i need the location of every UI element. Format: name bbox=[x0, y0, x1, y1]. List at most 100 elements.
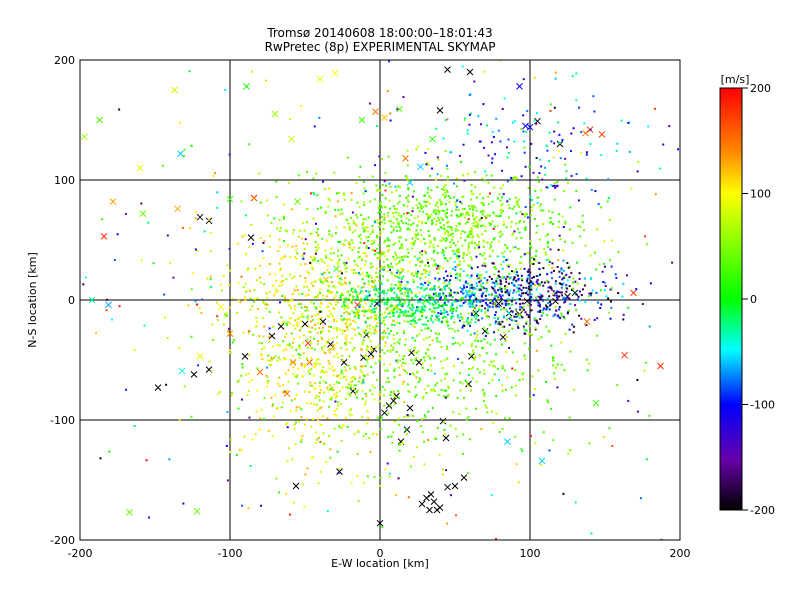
dot-marker bbox=[229, 351, 232, 354]
dot-marker bbox=[354, 312, 357, 315]
dot-marker bbox=[262, 300, 265, 303]
dot-marker bbox=[564, 240, 567, 243]
dot-marker bbox=[319, 389, 322, 392]
dot-marker bbox=[465, 418, 468, 421]
dot-marker bbox=[351, 231, 354, 234]
dot-marker bbox=[254, 267, 257, 270]
dot-marker bbox=[315, 403, 318, 406]
dot-marker bbox=[532, 262, 535, 265]
dot-marker bbox=[466, 212, 469, 215]
dot-marker bbox=[462, 174, 465, 177]
dot-marker bbox=[601, 270, 604, 273]
dot-marker bbox=[417, 381, 420, 384]
dot-marker bbox=[322, 366, 325, 369]
dot-marker bbox=[556, 298, 559, 301]
dot-marker bbox=[472, 205, 475, 208]
dot-marker bbox=[499, 280, 502, 283]
dot-marker bbox=[556, 296, 559, 299]
dot-marker bbox=[469, 198, 472, 201]
dot-marker bbox=[381, 291, 384, 294]
dot-marker bbox=[510, 270, 513, 273]
dot-marker bbox=[267, 429, 270, 432]
dot-marker bbox=[315, 231, 318, 234]
dot-marker bbox=[392, 212, 395, 215]
dot-marker bbox=[403, 401, 406, 404]
dot-marker bbox=[401, 302, 404, 305]
dot-marker bbox=[609, 300, 612, 303]
dot-marker bbox=[386, 327, 389, 330]
dot-marker bbox=[343, 264, 346, 267]
dot-marker bbox=[475, 209, 478, 212]
dot-marker bbox=[324, 381, 327, 384]
dot-marker bbox=[456, 255, 459, 258]
dot-marker bbox=[645, 458, 648, 461]
dot-marker bbox=[494, 282, 497, 285]
dot-marker bbox=[275, 288, 278, 291]
dot-marker bbox=[336, 320, 339, 323]
dot-marker bbox=[604, 284, 607, 287]
dot-marker bbox=[345, 298, 348, 301]
dot-marker bbox=[358, 310, 361, 313]
dot-marker bbox=[607, 297, 610, 300]
dot-marker bbox=[449, 226, 452, 229]
dot-marker bbox=[401, 357, 404, 360]
dot-marker bbox=[375, 314, 378, 317]
dot-marker bbox=[572, 277, 575, 280]
dot-marker bbox=[463, 286, 466, 289]
dot-marker bbox=[196, 250, 199, 253]
dot-marker bbox=[552, 156, 555, 159]
dot-marker bbox=[411, 305, 414, 308]
dot-marker bbox=[470, 183, 473, 186]
dot-marker bbox=[506, 290, 509, 293]
dot-marker bbox=[464, 295, 467, 298]
dot-marker bbox=[467, 303, 470, 306]
dot-marker bbox=[569, 150, 572, 153]
dot-marker bbox=[430, 257, 433, 260]
dot-marker bbox=[310, 356, 313, 359]
cross-marker bbox=[598, 131, 606, 138]
dot-marker bbox=[440, 174, 443, 177]
dot-marker bbox=[511, 207, 514, 210]
dot-marker bbox=[506, 200, 509, 203]
dot-marker bbox=[410, 359, 413, 362]
dot-marker bbox=[431, 288, 434, 291]
dot-marker bbox=[565, 177, 568, 180]
dot-marker bbox=[316, 294, 319, 297]
dot-marker bbox=[423, 238, 426, 241]
dot-marker bbox=[467, 294, 470, 297]
dot-marker bbox=[348, 282, 351, 285]
dot-marker bbox=[274, 291, 277, 294]
dot-marker bbox=[470, 283, 473, 286]
cross-marker bbox=[583, 318, 591, 325]
dot-marker bbox=[249, 297, 252, 300]
dot-marker bbox=[303, 248, 306, 251]
dot-marker bbox=[346, 291, 349, 294]
dot-marker bbox=[387, 270, 390, 273]
dot-marker bbox=[439, 312, 442, 315]
dot-marker bbox=[516, 314, 519, 317]
dot-marker bbox=[405, 284, 408, 287]
dot-marker bbox=[430, 189, 433, 192]
dot-marker bbox=[501, 384, 504, 387]
dot-marker bbox=[288, 256, 291, 259]
dot-marker bbox=[433, 356, 436, 359]
dot-marker bbox=[506, 300, 509, 303]
dot-marker bbox=[250, 70, 253, 73]
dot-marker bbox=[483, 70, 486, 73]
dot-marker bbox=[508, 346, 511, 349]
dot-marker bbox=[513, 284, 516, 287]
dot-marker bbox=[366, 345, 369, 348]
dot-marker bbox=[228, 284, 231, 287]
dot-marker bbox=[466, 329, 469, 332]
dot-marker bbox=[431, 407, 434, 410]
dot-marker bbox=[561, 249, 564, 252]
dot-marker bbox=[293, 304, 296, 307]
dot-marker bbox=[349, 298, 352, 301]
dot-marker bbox=[560, 363, 563, 366]
dot-marker bbox=[440, 201, 443, 204]
dot-marker bbox=[455, 273, 458, 276]
dot-marker bbox=[413, 351, 416, 354]
dot-marker bbox=[335, 226, 338, 229]
dot-marker bbox=[300, 438, 303, 441]
dot-marker bbox=[348, 413, 351, 416]
